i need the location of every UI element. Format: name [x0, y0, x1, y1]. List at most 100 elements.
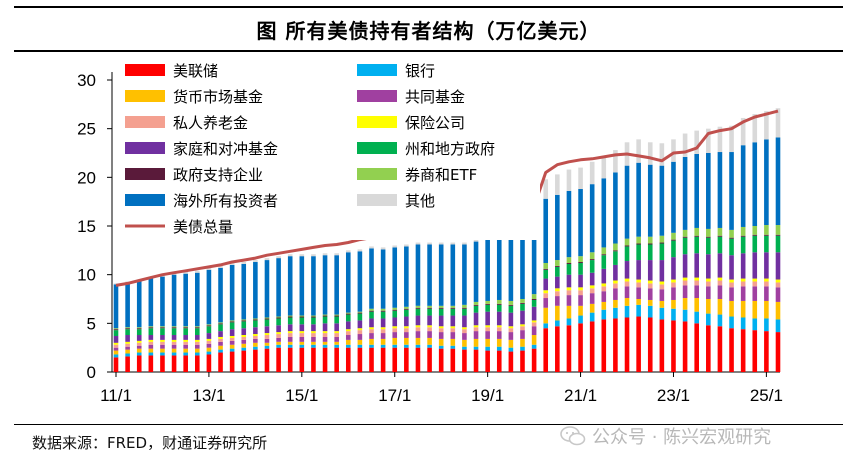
bar-segment	[218, 352, 223, 372]
legend-item: 其他	[357, 192, 435, 210]
bar-segment	[636, 244, 641, 261]
bar-segment	[195, 328, 200, 336]
bar-segment	[485, 311, 490, 326]
bar-segment	[148, 341, 154, 345]
bar-segment	[160, 344, 165, 349]
bar-segment	[183, 339, 188, 342]
bar-segment	[694, 130, 699, 154]
bar-segment	[647, 236, 653, 244]
bar-segment	[740, 236, 746, 254]
bar-segment	[380, 311, 386, 319]
bar-segment	[589, 285, 595, 289]
bar-segment	[601, 319, 607, 372]
bar-segment	[299, 336, 305, 342]
bar-segment	[369, 246, 374, 249]
bar-segment	[613, 251, 618, 265]
bar-segment	[694, 285, 699, 299]
bar-segment	[624, 317, 630, 372]
bar-segment	[345, 347, 351, 372]
bar-segment	[160, 348, 165, 353]
bar-segment	[218, 341, 223, 346]
bar-segment	[706, 228, 711, 237]
bar-segment	[729, 287, 734, 301]
x-tick-label: 11/1	[100, 386, 132, 405]
bar-segment	[171, 326, 177, 328]
bar-segment	[125, 349, 130, 354]
bar-segment	[601, 268, 607, 284]
bar-segment	[682, 133, 688, 157]
bar-segment	[706, 278, 711, 282]
bar-segment	[450, 308, 456, 316]
bar-segment	[183, 355, 188, 372]
bar-segment	[508, 332, 514, 340]
legend-item: 海外所有投资者	[125, 192, 278, 210]
bar-segment	[462, 333, 467, 340]
legend-item: 家庭和对冲基金	[125, 140, 278, 158]
bar-segment	[589, 293, 595, 304]
bar-segment	[369, 329, 374, 334]
bar-segment	[555, 194, 560, 261]
bar-segment	[601, 309, 607, 320]
bar-segment	[671, 139, 676, 162]
bar-segment	[427, 331, 432, 338]
bar-segment	[357, 344, 363, 348]
bar-segment	[218, 331, 223, 337]
legend-label: 州和地方政府	[405, 140, 495, 158]
bar-stack	[694, 130, 699, 372]
bar-segment	[682, 237, 688, 255]
bar-segment	[555, 276, 560, 289]
bar-segment	[404, 344, 409, 348]
bar-segment	[764, 235, 769, 253]
bar-segment	[764, 331, 769, 372]
bar-segment	[636, 316, 641, 372]
bar-segment	[496, 350, 502, 372]
bar-segment	[508, 339, 514, 348]
bar-segment	[392, 245, 398, 248]
bar-segment	[659, 289, 665, 301]
bar-segment	[589, 303, 595, 313]
bar-segment	[566, 263, 572, 275]
bar-segment	[369, 318, 374, 328]
bar-segment	[287, 344, 293, 348]
bar-stack	[438, 242, 444, 372]
bar-segment	[740, 117, 746, 146]
bar-stack	[311, 254, 316, 372]
bar-segment	[485, 304, 490, 312]
bar-segment	[578, 295, 583, 306]
bar-segment	[322, 333, 328, 337]
bar-segment	[473, 305, 479, 313]
bar-segment	[531, 335, 537, 345]
bar-segment	[299, 316, 305, 318]
bar-segment	[717, 277, 723, 281]
bar-segment	[647, 142, 653, 165]
bar-segment	[438, 326, 444, 329]
bar-segment	[578, 167, 583, 190]
bar-segment	[740, 235, 746, 237]
bar-segment	[589, 184, 595, 253]
bar-segment	[160, 341, 165, 345]
legend-label: 共同基金	[405, 88, 465, 106]
bar-segment	[206, 325, 212, 327]
bar-segment	[392, 309, 398, 311]
bar-segment	[589, 260, 595, 273]
bar-segment	[520, 310, 525, 325]
bar-segment	[531, 320, 537, 323]
bar-segment	[566, 325, 572, 372]
bar-segment	[473, 238, 479, 242]
bar-stack	[520, 229, 525, 372]
bar-segment	[508, 305, 514, 313]
bar-segment	[671, 287, 676, 300]
bar-segment	[183, 344, 188, 349]
bar-segment	[264, 335, 270, 339]
bar-segment	[706, 237, 711, 255]
bar-stack	[299, 254, 305, 372]
bar-segment	[531, 344, 537, 349]
bar-segment	[148, 352, 154, 356]
bar-segment	[508, 351, 514, 372]
bar-segment	[717, 152, 723, 228]
bar-segment	[473, 346, 479, 350]
bar-segment	[473, 304, 479, 306]
bar-segment	[357, 328, 363, 331]
bar-segment	[613, 250, 618, 252]
bar-segment	[508, 326, 514, 329]
